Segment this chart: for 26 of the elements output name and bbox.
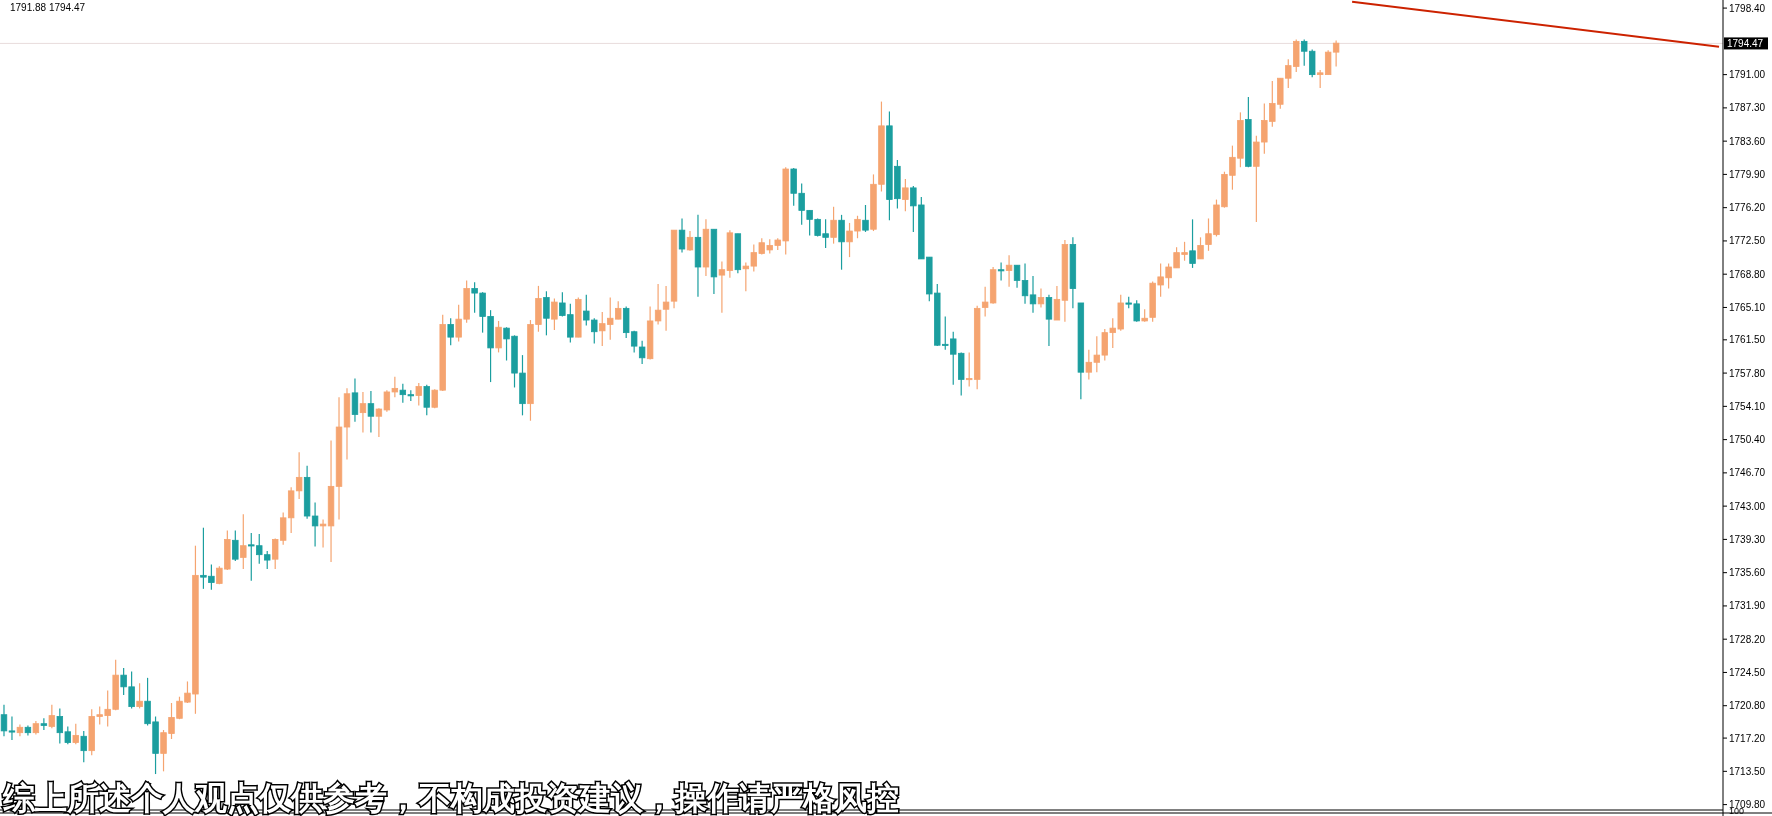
y-tick-label: 1743.00 [1729,500,1766,512]
y-tick-label: 1791.00 [1729,69,1766,81]
y-tick-label: 1761.50 [1729,334,1766,346]
y-tick-label: 1731.90 [1729,600,1766,612]
y-tick-label: 1768.80 [1729,268,1766,280]
y-tick-label: 1750.40 [1729,434,1766,446]
y-tick-label: 1739.30 [1729,533,1766,545]
y-tick-label: 1724.50 [1729,666,1766,678]
y-tick-label: 1746.70 [1729,467,1766,479]
y-tick-label: 1765.10 [1729,301,1766,313]
y-tick-label: 1757.80 [1729,367,1766,379]
annotation: 综上所述个人观点仅供参考，不构成投资建议，操作请严格风控 [2,779,899,816]
y-tick-label: 1779.90 [1729,168,1766,180]
annotation: 1791.88 1794.47 [10,2,86,13]
y-tick-label: 1772.50 [1729,235,1766,247]
y-tick-label: 1754.10 [1729,400,1766,412]
y-tick-label: 1735.60 [1729,567,1766,579]
ref-line-label: 1794.47 [1727,37,1764,49]
y-tick-label: 1783.60 [1729,135,1766,147]
y-tick-label: 1717.20 [1729,732,1766,744]
y-tick-label: 1776.20 [1729,202,1766,214]
y-tick-label: 1728.20 [1729,633,1766,645]
y-tick-label: 1787.30 [1729,102,1766,114]
y-tick-label: 1720.80 [1729,700,1766,712]
y-tick-label: 1798.40 [1729,2,1766,14]
y-tick-label: 1713.50 [1729,765,1766,777]
